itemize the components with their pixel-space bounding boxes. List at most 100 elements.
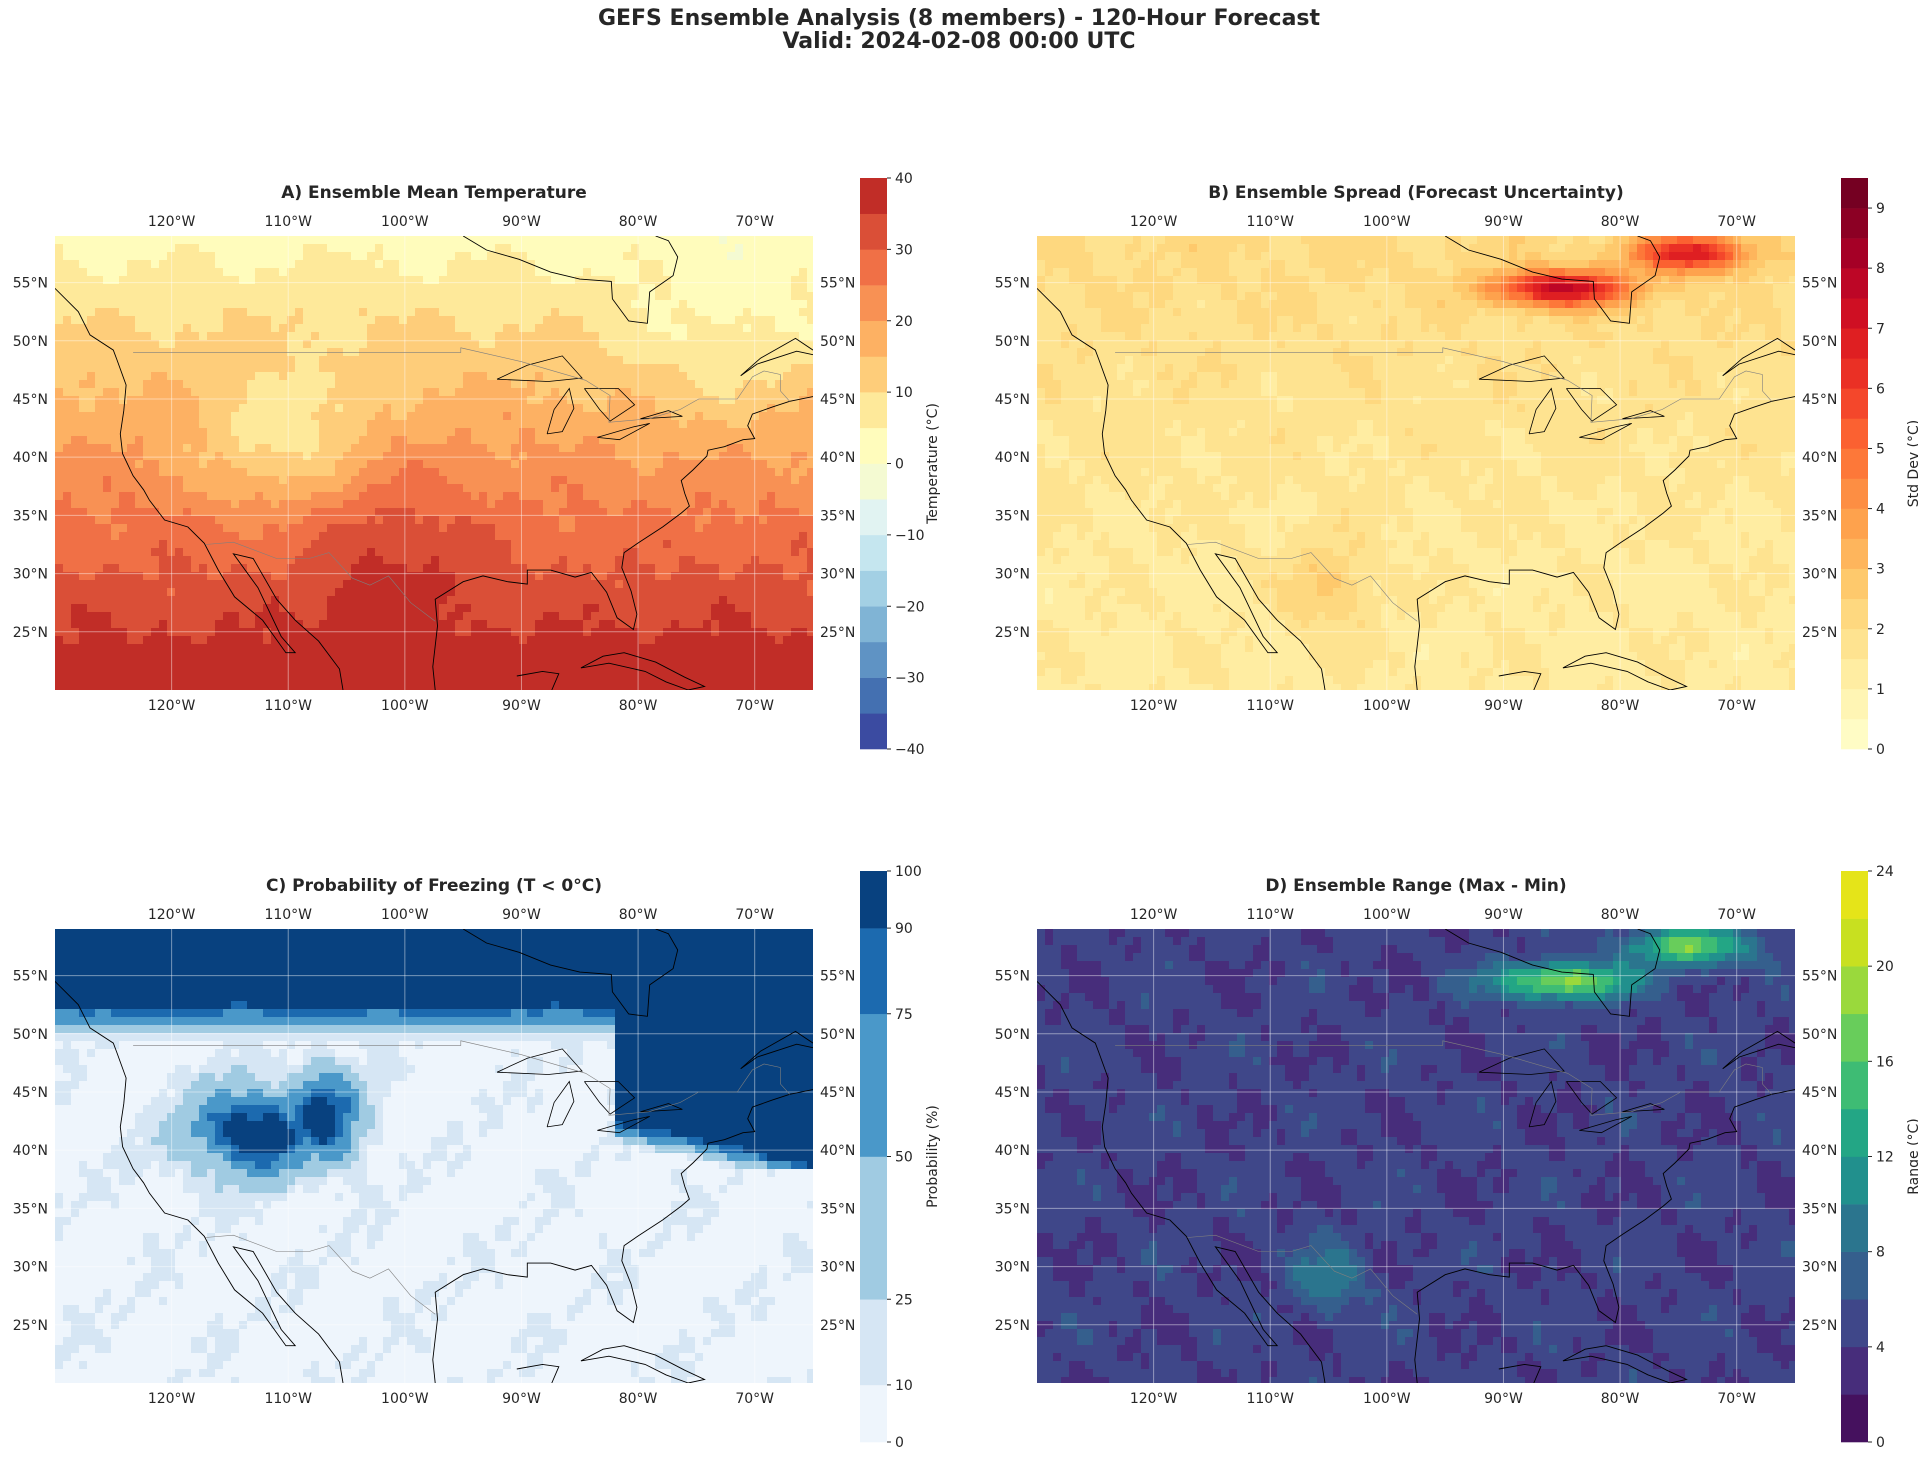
lon-tick-label-top: 100°W [381, 907, 429, 923]
colorbar-tick-label: 90 [895, 921, 913, 937]
colorbar-swatch [1841, 238, 1868, 269]
lon-tick-label-top: 90°W [502, 907, 541, 923]
colorbar-tick-label: 3 [1876, 562, 1885, 578]
colorbar-swatch [860, 213, 887, 250]
lat-tick-label-right: 25°N [1802, 625, 1837, 641]
colorbar-tick-label: 16 [1876, 1054, 1894, 1070]
colorbar-swatch [1841, 658, 1868, 690]
lon-tick-label-top: 80°W [1601, 214, 1640, 230]
colorbar-swatch [1841, 1394, 1868, 1443]
colorbar-swatch [860, 1384, 887, 1443]
lon-tick-label-top: 120°W [148, 907, 196, 923]
colorbar-swatch [860, 392, 887, 429]
lat-tick-label-left: 40°N [995, 1143, 1030, 1159]
lat-tick-label-right: 45°N [1802, 392, 1837, 408]
lat-tick-label-left: 30°N [13, 567, 48, 583]
colorbar-swatch [1841, 1156, 1868, 1205]
lat-tick-label-right: 35°N [1802, 508, 1837, 524]
lat-tick-label-left: 25°N [13, 625, 48, 641]
colorbar-tick-label: 9 [1876, 201, 1885, 217]
gridlines [55, 929, 813, 1383]
lon-tick-label-top: 120°W [1130, 907, 1178, 923]
lon-tick-label-bottom: 80°W [1601, 698, 1640, 714]
colorbar-tick-label: −30 [895, 671, 925, 687]
lat-tick-label-right: 40°N [820, 450, 855, 466]
colorbar-swatch [1841, 1204, 1868, 1252]
lat-tick-label-right: 50°N [820, 334, 855, 350]
lon-tick-label-top: 80°W [619, 214, 658, 230]
lon-tick-label-bottom: 70°W [1717, 1391, 1756, 1407]
colorbar-swatch [860, 1013, 887, 1157]
lat-tick-label-left: 30°N [995, 1260, 1030, 1276]
colorbar-swatch [1841, 388, 1868, 419]
colorbar-swatch [860, 1156, 887, 1300]
lon-tick-label-top: 70°W [735, 907, 774, 923]
lon-tick-label-top: 90°W [1484, 907, 1523, 923]
colorbar-swatch [1841, 418, 1868, 449]
lat-tick-label-right: 50°N [1802, 334, 1837, 350]
lon-tick-label-bottom: 80°W [1601, 1391, 1640, 1407]
colorbar-swatch [860, 320, 887, 357]
lat-tick-label-right: 35°N [1802, 1201, 1837, 1217]
lat-tick-label-left: 25°N [13, 1318, 48, 1334]
colorbar-swatch [1841, 918, 1868, 967]
lon-tick-label-top: 120°W [1130, 214, 1178, 230]
colorbar-tick-label: 0 [895, 457, 904, 473]
figure-title-line-1: GEFS Ensemble Analysis (8 members) - 120… [0, 6, 1918, 31]
lat-tick-label-left: 25°N [995, 625, 1030, 641]
lat-tick-label-right: 50°N [820, 1027, 855, 1043]
colorbar-swatch [1841, 478, 1868, 509]
colorbar-tick-label: 6 [1876, 381, 1885, 397]
lon-tick-label-bottom: 100°W [1363, 698, 1411, 714]
gridlines [1037, 236, 1795, 690]
panel-b-ensemble-spread: B) Ensemble Spread (Forecast Uncertainty… [995, 178, 1918, 758]
colorbar: 0 10 25 50 75 90 100 Probability (%) [860, 864, 941, 1451]
colorbar-tick-label: 1 [1876, 682, 1885, 698]
lon-tick-label-top: 110°W [264, 214, 312, 230]
colorbar-tick-label: 100 [895, 864, 922, 880]
lon-tick-label-bottom: 80°W [619, 698, 658, 714]
colorbar: −40 −30 −20 −10 0 10 20 30 40 Temperature (°C) [860, 171, 941, 758]
lon-tick-label-top: 70°W [1717, 907, 1756, 923]
lat-tick-label-left: 40°N [995, 450, 1030, 466]
lat-tick-label-left: 50°N [13, 334, 48, 350]
colorbar-tick-label: 50 [895, 1150, 913, 1166]
lat-tick-label-right: 45°N [820, 1085, 855, 1101]
colorbar-swatch [860, 285, 887, 322]
lat-tick-label-left: 55°N [13, 969, 48, 985]
colorbar-swatch [1841, 1346, 1868, 1395]
lon-tick-label-bottom: 90°W [1484, 1391, 1523, 1407]
colorbar-swatch [860, 534, 887, 571]
lat-tick-label-right: 55°N [1802, 969, 1837, 985]
colorbar-tick-label: 0 [895, 1435, 904, 1451]
lat-tick-label-left: 50°N [13, 1027, 48, 1043]
panel-title: C) Probability of Freezing (T < 0°C) [266, 876, 602, 896]
lat-tick-label-left: 50°N [995, 334, 1030, 350]
lon-tick-label-bottom: 110°W [264, 1391, 312, 1407]
panel-title: B) Ensemble Spread (Forecast Uncertainty… [1208, 183, 1623, 203]
colorbar-swatch [1841, 328, 1868, 359]
lon-tick-label-bottom: 80°W [619, 1391, 658, 1407]
coastlines [1037, 929, 1795, 1383]
lat-tick-label-right: 30°N [820, 1260, 855, 1276]
colorbar-swatch [860, 606, 887, 643]
field-raster [1037, 929, 1795, 1383]
lat-tick-label-left: 45°N [13, 392, 48, 408]
lon-tick-label-bottom: 90°W [502, 1391, 541, 1407]
colorbar-swatch [1841, 598, 1868, 630]
lon-tick-label-bottom: 100°W [1363, 1391, 1411, 1407]
colorbar-tick-label: 4 [1876, 502, 1885, 518]
colorbar-swatch [860, 928, 887, 1015]
figure-title-line-2: Valid: 2024-02-08 00:00 UTC [0, 29, 1918, 54]
lon-tick-label-top: 70°W [1717, 214, 1756, 230]
field-raster [55, 929, 813, 1383]
lon-tick-label-bottom: 70°W [1717, 698, 1756, 714]
coastlines [1037, 236, 1795, 690]
colorbar-tick-label: 30 [895, 242, 913, 258]
colorbar-swatch [860, 499, 887, 536]
colorbar-swatch [860, 713, 887, 750]
colorbar-tick-label: 40 [895, 171, 913, 187]
colorbar-swatch [860, 356, 887, 393]
colorbar-label: Range (°C) [1906, 1118, 1918, 1195]
